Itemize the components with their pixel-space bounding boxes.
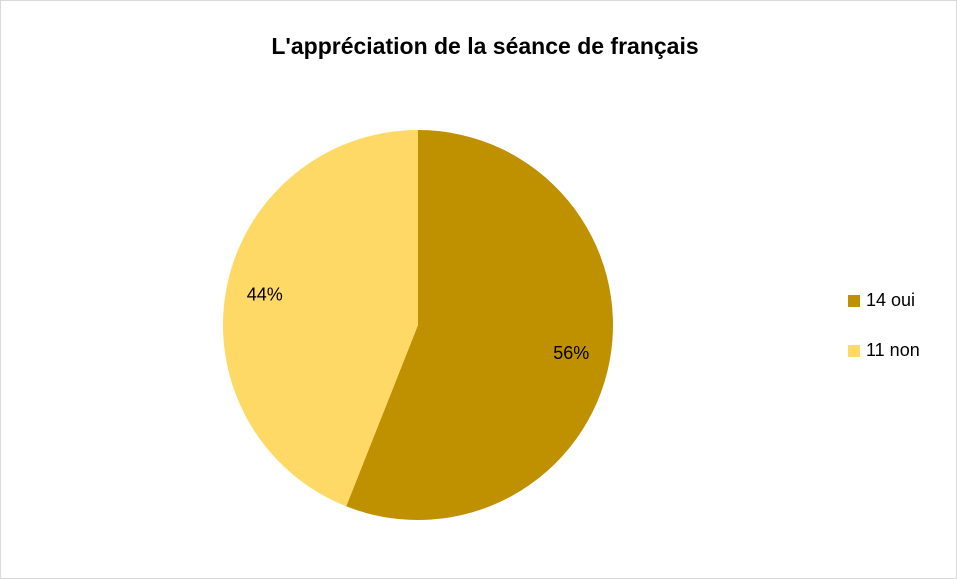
pie-slice	[222, 130, 418, 507]
legend-swatch	[848, 345, 860, 357]
legend-label: 11 non	[866, 340, 920, 360]
legend-label: 14 oui	[866, 290, 915, 310]
data-label: 44%	[247, 285, 283, 305]
legend-swatch	[848, 295, 860, 307]
data-label: 56%	[553, 343, 589, 363]
chart-title: L'appréciation de la séance de français	[271, 33, 698, 59]
pie-slice	[346, 130, 613, 520]
